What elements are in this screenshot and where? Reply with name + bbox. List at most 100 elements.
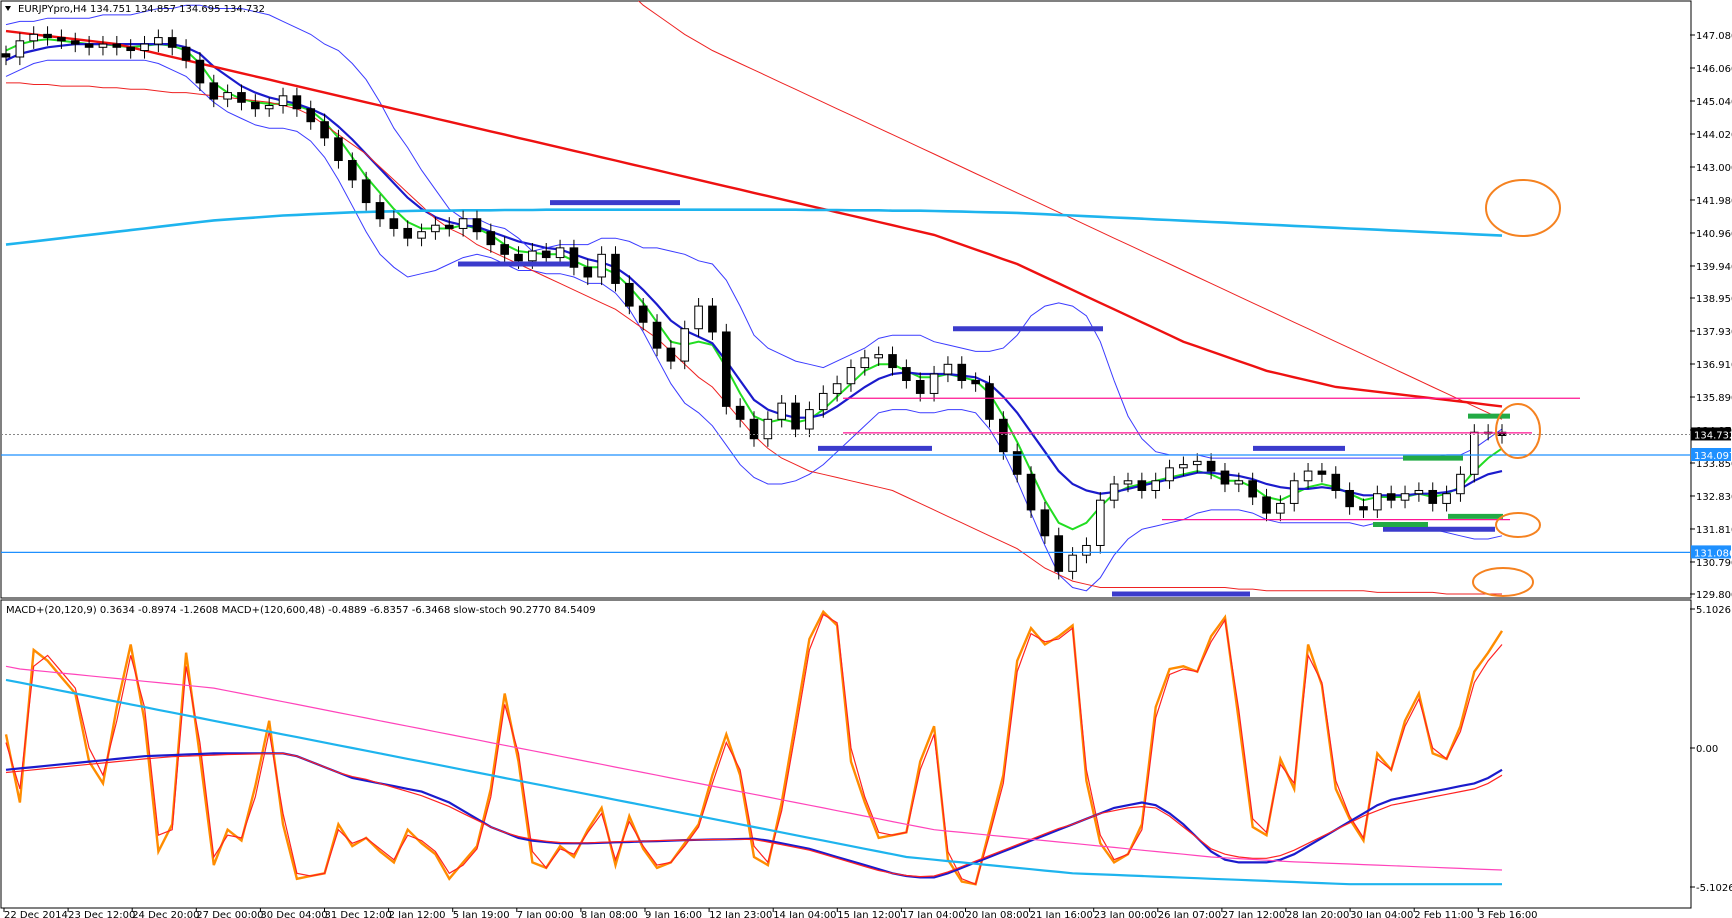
price-label: 134.732 [1694,430,1732,441]
price-line-bollinger-upper [5,4,1503,459]
candle-body [1054,535,1064,572]
x-tick-label: 26 Jan 07:00 [1158,910,1221,918]
price-label-box [1691,447,1731,461]
x-tick-label: 24 Dec 20:00 [132,910,199,918]
y-tick-label: 141.980 [1696,196,1732,207]
y-tick-label: 130.790 [1696,558,1732,569]
x-tick-label: 9 Jan 16:00 [645,910,702,918]
candle-body [915,379,925,394]
candle-body [902,367,911,381]
candle-body [126,46,135,52]
highlight-circle[interactable] [1495,512,1541,538]
candle-body [1040,509,1050,537]
price-label-box [1691,545,1731,559]
candle-body [1345,489,1354,508]
macd-line-macd-120-600-signal [5,665,1503,871]
candle-body [70,40,80,45]
macd-line-macd-120-600 [5,678,1502,886]
x-tick-label: 2 Jan 12:00 [389,910,446,918]
candle-body [1082,544,1091,556]
y-tick-label: 147.080 [1696,31,1732,42]
candle-body [555,247,565,259]
candle-body [43,33,52,39]
x-tick-label: 27 Dec 00:00 [196,910,263,918]
candle-body [334,137,343,162]
x-tick-label: 5 Jan 19:00 [453,910,510,918]
candle-body [1317,470,1327,475]
price-label: 134.097 [1694,451,1732,462]
price-line-ma-slow [5,29,1503,408]
candle-body [1386,493,1396,501]
candle-body [625,282,634,307]
candle-body [708,305,717,333]
candle-body [1012,451,1022,475]
x-tick-label: 17 Jan 04:00 [901,910,964,918]
candle-body [1137,480,1147,491]
candle-body [1234,480,1244,485]
highlight-circle[interactable] [1472,567,1534,597]
candle-body [209,82,219,100]
price-pane[interactable] [0,0,1692,599]
candle-body [597,253,606,278]
x-tick-label: 12 Jan 23:00 [709,910,772,918]
candle-body [680,328,690,362]
x-tick-label: 23 Dec 12:00 [68,910,135,918]
highlight-circle[interactable] [1485,179,1561,237]
dropdown-triangle-icon[interactable] [5,6,11,11]
candle-body [1428,489,1438,504]
candle-body [320,121,329,139]
highlight-circle[interactable] [1495,403,1541,459]
candle-body [874,354,883,359]
candle-body [763,418,773,440]
candle-body [528,250,537,262]
candle-body [957,363,967,381]
x-tick-label: 28 Jan 20:00 [1286,910,1349,918]
candle-body [1289,480,1299,504]
candle-body [943,363,953,375]
candle-body [403,227,413,239]
candle-body [514,253,523,262]
candle-body [15,40,25,58]
candle-body [154,37,163,45]
candle-body [84,43,94,48]
macd-line-macd-20-120-signal [5,752,1503,878]
candle-body [846,367,856,385]
candle-body [666,347,676,362]
x-tick-label: 8 Jan 08:00 [581,910,638,918]
annotation-layer [1,179,1690,597]
candle-body [444,224,454,229]
candle-body [1,53,11,58]
candle-body [375,202,385,220]
macd-y-tick-label: 5.1026 [1696,605,1731,616]
candle-body [888,354,897,369]
macd-y-tick-label: 0.00 [1696,744,1718,755]
price-line-envelope-upper [637,1,1503,420]
candle-body [181,46,191,61]
candle-body [805,409,814,430]
candle-body [278,95,288,107]
candle-body [195,59,205,84]
candle-body [777,402,787,420]
candle-body [472,218,482,233]
candle-body [832,383,842,394]
candle-body [791,402,800,430]
x-tick-label: 3 Feb 16:00 [1478,910,1537,918]
candle-body [486,231,496,246]
candle-body [500,244,509,255]
candle-body [929,373,939,394]
y-tick-label: 129.800 [1696,590,1732,601]
macd-line-slow-stoch-main [4,609,1504,886]
candle-body [1123,480,1133,485]
macd-series-layer [4,609,1504,886]
candle-body [1220,470,1230,485]
x-tick-label: 31 Dec 12:00 [325,910,392,918]
candle-body [638,305,648,323]
candle-body [1248,480,1257,498]
candle-body [1095,499,1105,546]
candle-body [1192,460,1202,466]
axes-layer: 147.080 146.060 145.040 144.020 143.000 141.9… [3,31,1732,918]
candle-body [749,418,759,440]
symbol-header: EURJPYpro,H4 134.751 134.857 134.695 134… [18,4,265,15]
candle-body [652,321,662,349]
